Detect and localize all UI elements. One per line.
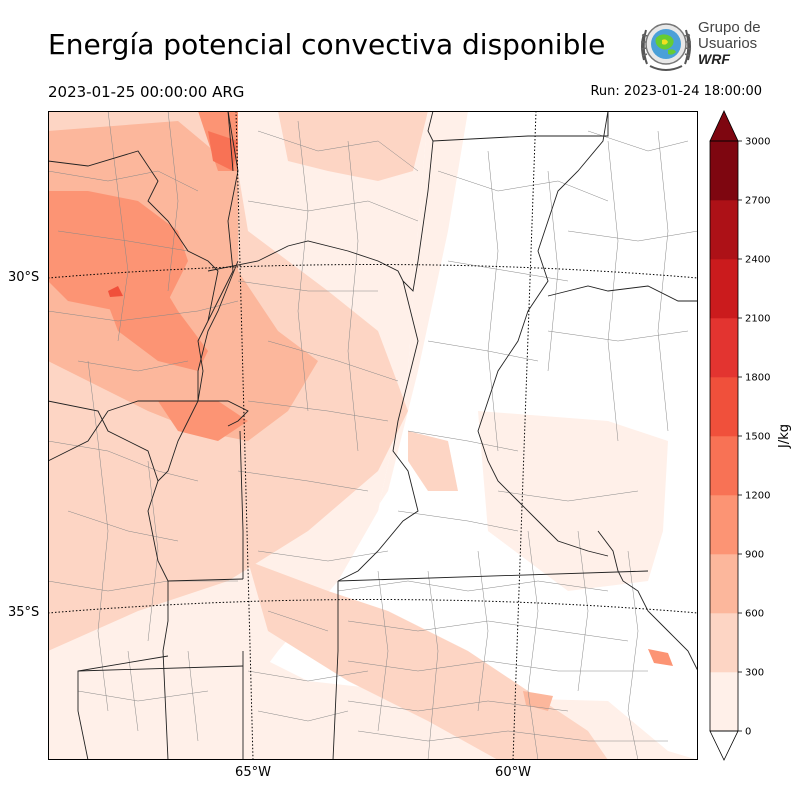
globe-logo-icon xyxy=(640,23,692,71)
lat-label: 35°S xyxy=(8,605,40,620)
colorbar-tick-label: 600 xyxy=(745,609,764,620)
colorbar: 0 300 600 900 1200 1500 1800 2100 2400 2700 3000 J… xyxy=(709,110,792,761)
lon-label: 60°W xyxy=(495,765,531,780)
logo-text: Usuarios xyxy=(698,35,758,52)
cape-map xyxy=(48,111,698,760)
colorbar-band xyxy=(710,554,738,614)
department-boundaries xyxy=(48,111,698,760)
colorbar-tick-label: 3000 xyxy=(745,137,770,148)
colorbar-tick-label: 1500 xyxy=(745,432,770,443)
colorbar-band xyxy=(710,436,738,496)
colorbar-band xyxy=(710,613,738,673)
colorbar-band xyxy=(710,318,738,378)
colorbar-band xyxy=(710,141,738,201)
colorbar-band xyxy=(710,495,738,555)
valid-time: 2023-01-25 00:00:00 ARG xyxy=(48,83,245,101)
page-title: Energía potencial convectiva disponible xyxy=(48,28,606,61)
colorbar-tick-label: 2400 xyxy=(745,255,770,266)
logo-text: Grupo de xyxy=(698,19,761,36)
colorbar-tick-label: 2100 xyxy=(745,314,770,325)
lat-label: 30°S xyxy=(8,270,40,285)
lon-label: 65°W xyxy=(235,765,271,780)
colorbar-band xyxy=(710,672,738,732)
colorbar-band xyxy=(710,377,738,437)
logo-text: WRF xyxy=(698,51,730,67)
colorbar-tick-label: 1800 xyxy=(745,373,770,384)
colorbar-tick-label: 0 xyxy=(745,727,751,738)
colorbar-band xyxy=(710,259,738,319)
graticule xyxy=(48,111,698,760)
logo: Grupo de Usuarios WRF xyxy=(638,16,761,74)
colorbar-extend-max xyxy=(709,110,739,142)
colorbar-tick-label: 900 xyxy=(745,550,764,561)
run-time: Run: 2023-01-24 18:00:00 xyxy=(590,84,762,99)
colorbar-label: J/kg xyxy=(777,424,792,449)
province-boundaries xyxy=(48,111,698,760)
colorbar-tick-label: 2700 xyxy=(745,196,770,207)
colorbar-tick-label: 1200 xyxy=(745,491,770,502)
colorbar-band xyxy=(710,200,738,260)
colorbar-tick-label: 300 xyxy=(745,668,764,679)
colorbar-extend-min xyxy=(709,730,739,761)
